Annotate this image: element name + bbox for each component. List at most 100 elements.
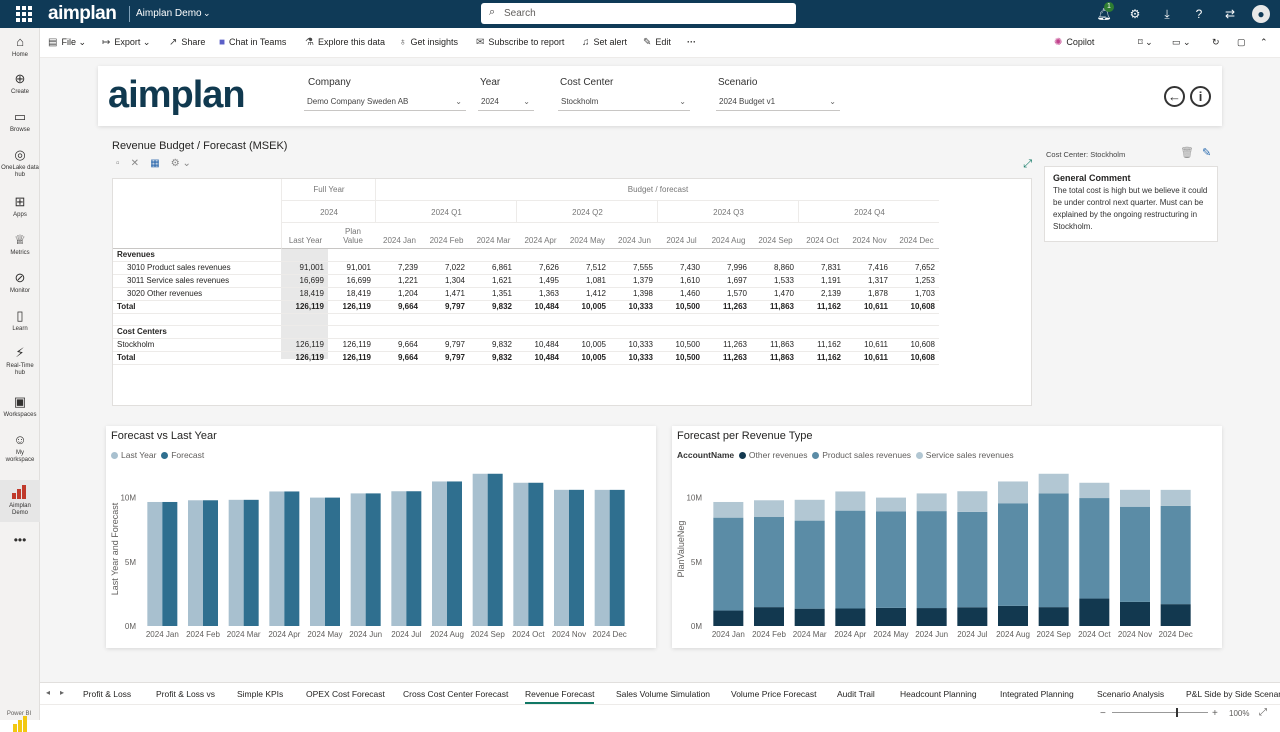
value-cell[interactable]: 10,500 (657, 351, 704, 365)
page-tab[interactable]: OPEX Cost Forecast (306, 689, 385, 699)
value-cell[interactable]: 126,119 (281, 338, 328, 352)
value-cell[interactable]: 10,333 (610, 351, 657, 365)
legend-item[interactable]: Other revenues (738, 450, 807, 460)
more-icon[interactable]: ••• (13, 533, 27, 547)
value-cell[interactable]: 7,652 (892, 261, 939, 275)
download-icon[interactable]: ⤓ (1164, 7, 1170, 21)
value-cell[interactable]: 10,500 (657, 300, 704, 314)
nav-home[interactable]: ⌂ Home (0, 34, 40, 59)
chat-in-teams-button[interactable]: ■ Chat in Teams (219, 37, 286, 48)
column-header[interactable]: 2024 Nov (852, 236, 887, 245)
share-feedback-icon[interactable]: ⇄ (1224, 7, 1236, 21)
pencil-icon[interactable]: ✎ (1202, 147, 1212, 159)
account-avatar[interactable]: ● (1252, 5, 1270, 23)
legend-item[interactable]: Forecast (161, 450, 204, 460)
edit-button[interactable]: ✎ Edit (643, 37, 671, 48)
nav-workspaces[interactable]: ▣ Workspaces (0, 394, 40, 419)
value-cell[interactable]: 1,363 (516, 287, 563, 301)
tab-scroll-right-icon[interactable]: ▸ (60, 688, 65, 697)
value-cell[interactable]: 7,430 (657, 261, 704, 275)
view-icon[interactable]: ▭ ⌄ (1172, 37, 1191, 47)
column-header[interactable]: 2024 Dec (899, 236, 934, 245)
column-header[interactable]: 2024 Sep (758, 236, 793, 245)
value-cell[interactable]: 7,626 (516, 261, 563, 275)
nav-realtime[interactable]: ⚡︎ Real-Time hub (0, 345, 40, 377)
value-cell[interactable]: 7,555 (610, 261, 657, 275)
nav-my-workspace[interactable]: ☺ My workspace (0, 432, 40, 464)
close-icon[interactable]: ✕ (130, 158, 140, 169)
copilot-button[interactable]: ✺ Copilot (1054, 37, 1094, 48)
more-options-icon[interactable]: ··· (687, 37, 696, 47)
value-cell[interactable]: 10,611 (845, 300, 892, 314)
value-cell[interactable]: 16,699 (281, 274, 328, 288)
value-cell[interactable]: 11,863 (751, 351, 798, 365)
value-cell[interactable]: 10,608 (892, 338, 939, 352)
value-cell[interactable]: 11,263 (704, 351, 751, 365)
nav-onelake[interactable]: ◎ OneLake data hub (0, 147, 40, 179)
settings-icon[interactable]: ⚙ (170, 158, 180, 169)
page-tab[interactable]: Simple KPIs (237, 689, 284, 699)
value-cell[interactable]: 126,119 (328, 300, 375, 314)
refresh-icon[interactable]: ↻ (1212, 37, 1220, 47)
value-cell[interactable]: 1,412 (563, 287, 610, 301)
page-tab[interactable]: Profit & Loss vs (156, 689, 216, 699)
value-cell[interactable]: 11,863 (751, 338, 798, 352)
zoom-out-icon[interactable]: − (1100, 708, 1106, 719)
value-cell[interactable]: 7,416 (845, 261, 892, 275)
value-cell[interactable]: 6,861 (469, 261, 516, 275)
nav-learn[interactable]: ▯ Learn (0, 308, 40, 333)
page-tab[interactable]: Sales Volume Simulation (616, 689, 711, 699)
value-cell[interactable]: 126,119 (328, 338, 375, 352)
value-cell[interactable]: 11,162 (798, 300, 845, 314)
column-header[interactable]: 2024 Aug (711, 236, 746, 245)
page-tab[interactable]: Cross Cost Center Forecast (403, 689, 509, 699)
value-cell[interactable]: 9,664 (375, 351, 422, 365)
table-row[interactable]: Stockholm 126,119 126,119 9,664 9,797 9,832 10… (113, 338, 939, 352)
value-cell[interactable]: 91,001 (281, 261, 328, 275)
trash-icon[interactable]: 🗑︎ (1180, 147, 1194, 159)
page-tab[interactable]: Integrated Planning (1000, 689, 1074, 699)
page-tab[interactable]: Audit Trail (837, 689, 875, 699)
value-cell[interactable]: 1,379 (610, 274, 657, 288)
value-cell[interactable]: 1,610 (657, 274, 704, 288)
value-cell[interactable]: 7,996 (704, 261, 751, 275)
zoom-slider-thumb[interactable] (1176, 708, 1178, 717)
value-cell[interactable]: 9,797 (422, 300, 469, 314)
legend-item[interactable]: Product sales revenues (812, 450, 911, 460)
value-cell[interactable]: 10,005 (563, 300, 610, 314)
value-cell[interactable]: 1,351 (469, 287, 516, 301)
excel-icon[interactable]: ▦ (150, 158, 160, 169)
value-cell[interactable]: 7,022 (422, 261, 469, 275)
nav-apps[interactable]: ⊞ Apps (0, 194, 40, 219)
page-tab[interactable]: P&L Side by Side Scenario (1186, 689, 1280, 699)
value-cell[interactable]: 10,005 (563, 351, 610, 365)
value-cell[interactable]: 126,119 (328, 351, 375, 365)
info-icon[interactable]: i (1190, 86, 1211, 107)
nav-aimplan-demo[interactable]: Aimplan Demo (0, 480, 40, 522)
set-alert-button[interactable]: ♫ Set alert (582, 37, 627, 48)
tab-scroll-left-icon[interactable]: ◂ (46, 688, 51, 697)
page-tab[interactable]: Profit & Loss (83, 689, 132, 699)
save-icon[interactable]: ▫ (116, 158, 120, 169)
column-header[interactable]: 2024 May (569, 236, 606, 245)
legend-item[interactable]: Service sales revenues (915, 450, 1014, 460)
value-cell[interactable]: 2,139 (798, 287, 845, 301)
value-cell[interactable]: 10,484 (516, 338, 563, 352)
subscribe-button[interactable]: ✉ Subscribe to report (476, 37, 564, 48)
value-cell[interactable]: 9,832 (469, 338, 516, 352)
file-menu[interactable]: ▤ File ⌄ (48, 37, 86, 48)
value-cell[interactable]: 9,797 (422, 338, 469, 352)
value-cell[interactable]: 16,699 (328, 274, 375, 288)
value-cell[interactable]: 10,608 (892, 351, 939, 365)
value-cell[interactable]: 11,263 (704, 338, 751, 352)
value-cell[interactable]: 9,797 (422, 351, 469, 365)
value-cell[interactable]: 126,119 (281, 300, 328, 314)
nav-metrics[interactable]: ♕ Metrics (0, 232, 40, 257)
value-cell[interactable]: 7,239 (375, 261, 422, 275)
value-cell[interactable]: 91,001 (328, 261, 375, 275)
value-cell[interactable]: 9,832 (469, 351, 516, 365)
zoom-slider[interactable] (1112, 708, 1208, 717)
explore-data-button[interactable]: ⚗ Explore this data (305, 37, 385, 48)
page-tab[interactable]: Headcount Planning (900, 689, 977, 699)
column-header[interactable]: 2024 Mar (476, 236, 511, 245)
